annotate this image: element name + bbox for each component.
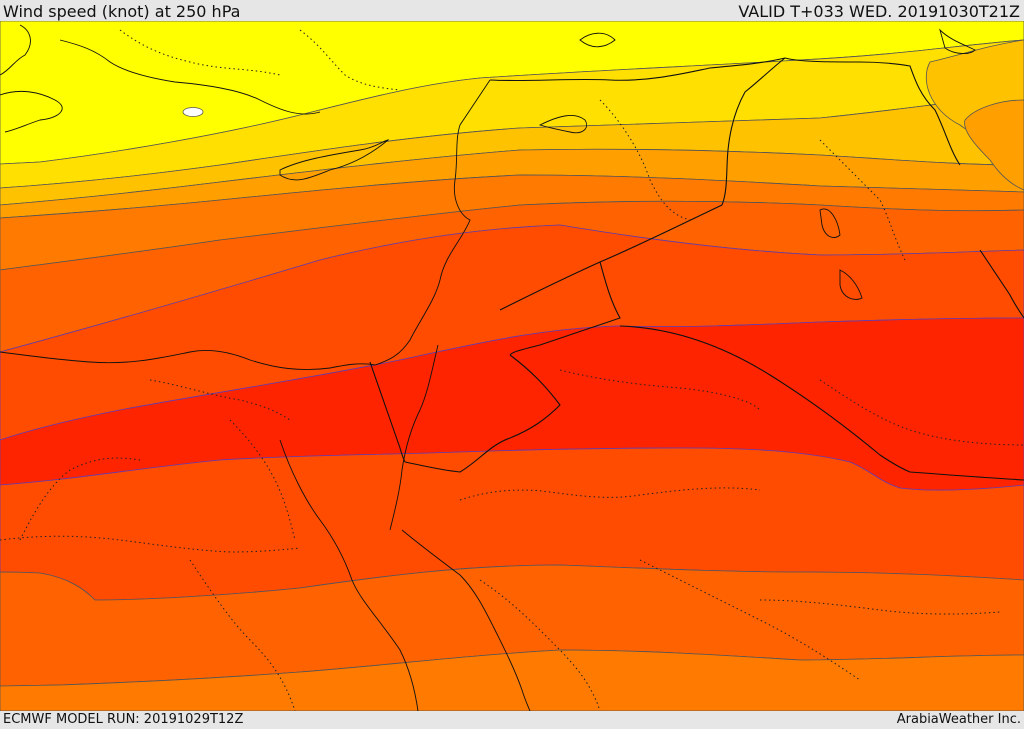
- coastlines: [0, 24, 976, 711]
- credit-label: ArabiaWeather Inc.: [896, 712, 1021, 727]
- map-title: Wind speed (knot) at 250 hPa: [3, 2, 241, 21]
- wind-speed-map[interactable]: [0, 21, 1024, 711]
- map-canvas: [0, 21, 1024, 711]
- model-run-label: ECMWF MODEL RUN: 20191029T12Z: [3, 712, 244, 727]
- valid-time-label: VALID T+033 WED. 20191030T21Z: [738, 2, 1020, 21]
- map-header: Wind speed (knot) at 250 hPa VALID T+033…: [0, 0, 1024, 21]
- province-borders: [0, 29, 1024, 711]
- borders: [369, 57, 1024, 481]
- band-orange-bottom: [0, 649, 1024, 711]
- map-footer: ECMWF MODEL RUN: 20191029T12Z ArabiaWeat…: [0, 711, 1024, 729]
- band-right-amber-2: [964, 99, 1024, 191]
- white-spot-icon: [182, 107, 204, 117]
